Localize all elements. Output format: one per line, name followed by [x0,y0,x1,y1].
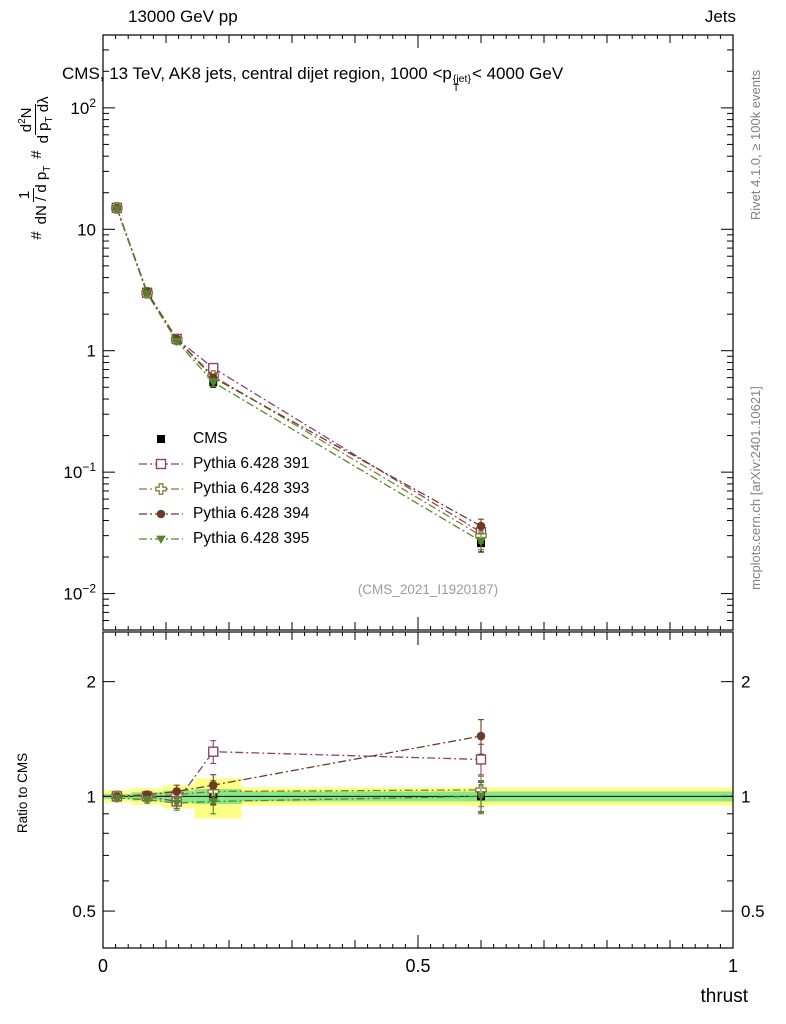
plot-title-prefix: CMS, 13 TeV, AK8 jets, central dijet reg… [62,64,452,83]
x-tick-label: 0.5 [405,956,430,976]
legend-label: Pythia 6.428 393 [193,479,310,497]
pythia-391-marker-icon [138,454,184,474]
x-tick-label: 1 [728,956,738,976]
fraction-d2n: d2N d pT dλ [14,96,55,144]
ratio-tick-label: 0.5 [741,902,765,921]
ratio-tick-label: 1 [87,787,96,806]
plot-title: CMS, 13 TeV, AK8 jets, central dijet reg… [62,64,563,93]
analysis-id-watermark: (CMS_2021_I1920187) [357,582,499,597]
pt-subscript: T [452,82,460,94]
fraction-one-over-dndpt: 1 dN / d pT [15,165,53,225]
legend-label: Pythia 6.428 395 [193,529,310,547]
legend-item-pythia-391: Pythia 6.428 391 [138,451,309,476]
analysis-group-label: Jets [704,7,736,26]
legend: CMS Pythia 6.428 391 Pythia 6.428 393 Py… [138,426,309,551]
ratio-tick-label: 1 [741,787,750,806]
pt-superscript: {jet} [452,73,471,85]
pythia-395-marker-icon [138,529,184,549]
hash-glyph: # [27,231,45,240]
x-axis-label: thrust [700,986,748,1007]
pythia-393-marker-icon [138,479,184,499]
y-tick-label: 10 [77,220,96,239]
hash-glyph: # [27,150,45,159]
x-tick-label: 0 [98,956,108,976]
y-tick-label: 10−2 [63,582,96,604]
mcplots-arxiv-label: mcplots.cern.ch [arXiv:2401.10621] [748,386,763,590]
series-pythia-6-428-395 [112,205,486,551]
y-tick-label: 1 [87,342,96,361]
pythia-394-marker-icon [138,504,184,524]
y-tick-label: 102 [70,96,96,118]
legend-item-cms: CMS [138,426,309,451]
legend-item-pythia-394: Pythia 6.428 394 [138,501,309,526]
rivet-version-label: Rivet 4.1.0, ≥ 100k events [748,69,763,221]
legend-label: Pythia 6.428 394 [193,504,310,522]
y-tick-label: 10−1 [63,460,96,482]
cms-marker-icon [138,429,184,449]
legend-item-pythia-393: Pythia 6.428 393 [138,476,309,501]
legend-label: Pythia 6.428 391 [193,454,310,472]
y-axis-label-ratio: Ratio to CMS [15,752,30,834]
legend-item-pythia-395: Pythia 6.428 395 [138,526,309,551]
plot-title-suffix: < 4000 GeV [471,64,564,83]
y-axis-label-main: # 1 dN / d pT # d2N d pT dλ [6,18,66,318]
pt-jet-scripts: {jet} T [452,73,471,94]
beam-energy-label: 13000 GeV pp [128,7,238,26]
ratio-tick-label: 2 [87,673,96,692]
ratio-tick-label: 2 [741,673,750,692]
ratio-tick-label: 0.5 [72,902,96,921]
ratio-series-pythia-6-428-395 [112,780,486,815]
legend-label: CMS [193,429,228,447]
